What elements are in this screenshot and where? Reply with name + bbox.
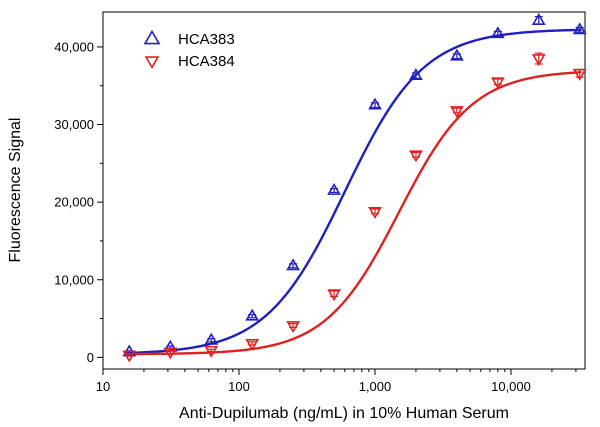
legend: HCA383 HCA384: [143, 29, 235, 70]
data-point-hca383: [204, 332, 219, 345]
fit-curve-hca384: [126, 71, 582, 356]
y-tick-label: 0: [87, 350, 94, 365]
data-point-hca384: [531, 54, 546, 67]
data-point-hca384: [572, 68, 587, 81]
data-point-hca383: [572, 22, 587, 35]
y-axis-title: Fluorescence Signal: [7, 118, 24, 263]
x-axis-title: Anti-Dupilumab (ng/mL) in 10% Human Seru…: [179, 405, 509, 422]
data-point-hca384: [204, 345, 219, 358]
x-tick-label: 10,000: [491, 379, 531, 394]
x-tick-label: 10: [96, 379, 110, 394]
data-point-hca384: [122, 350, 137, 363]
data-point-hca383: [449, 48, 464, 61]
x-tick-label: 1,000: [359, 379, 392, 394]
y-tick-label: 20,000: [54, 195, 94, 210]
data-point-hca384: [163, 347, 178, 360]
y-tick-label: 40,000: [54, 39, 94, 54]
x-tick-label: 100: [228, 379, 250, 394]
legend-marker-hca383: [143, 29, 161, 45]
data-point-hca383: [245, 308, 260, 321]
y-tick-label: 10,000: [54, 272, 94, 287]
fit-curve-hca383: [126, 28, 582, 355]
data-point-hca383: [327, 182, 341, 195]
data-point-hca383: [490, 26, 505, 39]
data-point-hca384: [490, 77, 505, 90]
data-point-hca384: [245, 338, 260, 351]
y-tick-label: 30,000: [54, 117, 94, 132]
legend-marker-hca384: [144, 56, 160, 70]
plot-frame: [102, 11, 586, 370]
legend-label-hca383: HCA383: [178, 31, 235, 48]
data-point-hca384: [286, 321, 301, 334]
data-point-hca383: [368, 97, 382, 110]
data-point-hca384: [409, 150, 423, 163]
y-axis: 0 10,000 20,000 30,000 40,000: [54, 39, 103, 365]
data-point-hca384: [449, 106, 464, 119]
data-point-hca383: [286, 258, 301, 271]
legend-label-hca384: HCA384: [178, 53, 235, 70]
x-axis: 10 100 1,000 10,000: [96, 369, 577, 394]
data-points: [122, 13, 587, 363]
data-point-hca384: [368, 207, 382, 219]
fit-curves: [126, 28, 582, 356]
data-point-hca384: [327, 289, 341, 302]
data-point-hca383: [409, 68, 423, 81]
data-point-hca383: [531, 13, 546, 25]
